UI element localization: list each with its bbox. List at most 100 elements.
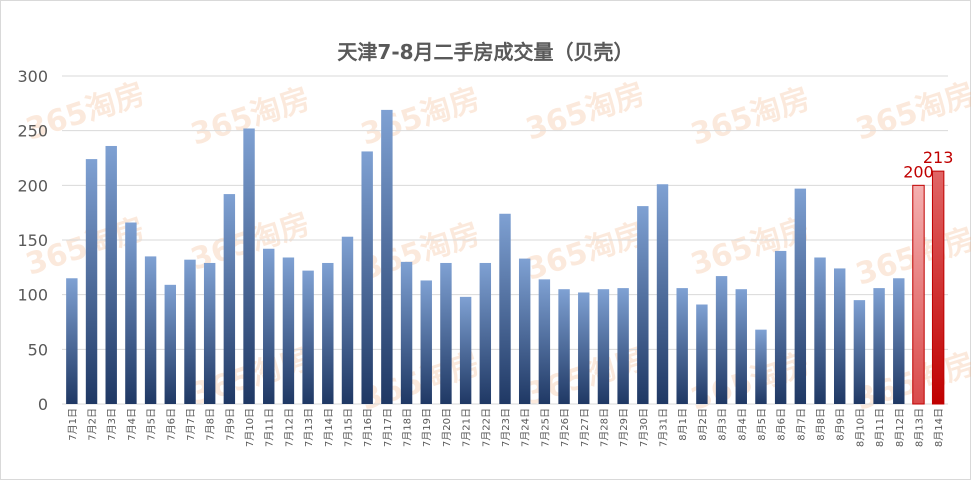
bar <box>696 304 708 404</box>
chart-title: 天津7-8月二手房成交量（贝壳） <box>337 40 634 64</box>
bar <box>263 248 275 404</box>
watermark-layer: 365淘房 365淘房 365淘房 365淘房 365淘房 365淘房 365淘房 365淘房… <box>22 76 971 417</box>
x-tick-label: 7月3日 <box>106 408 118 441</box>
y-tick-label: 200 <box>17 176 48 195</box>
bar <box>893 278 905 404</box>
x-tick-label: 7月30日 <box>638 408 650 447</box>
y-tick-label: 250 <box>17 122 48 141</box>
bar <box>381 109 393 404</box>
bar <box>814 257 826 404</box>
x-tick-label: 8月2日 <box>697 408 709 441</box>
data-label: 200 <box>903 162 934 181</box>
bar <box>203 262 216 404</box>
x-tick-label: 7月26日 <box>559 408 571 447</box>
bar <box>637 206 649 404</box>
x-tick-label: 8月5日 <box>756 408 768 441</box>
x-tick-label: 7月7日 <box>185 408 197 441</box>
bar <box>676 288 688 404</box>
x-axis: 7月1日 7月2日 7月3日 7月4日 7月5日 7月6日 7月7日 7月8日 7月9日 7月10… <box>67 408 945 447</box>
bar <box>440 262 452 404</box>
bar <box>499 213 511 404</box>
bar <box>715 276 728 404</box>
bar <box>85 159 98 404</box>
x-tick-label: 7月9日 <box>224 408 236 441</box>
x-tick-label: 7月15日 <box>342 408 354 447</box>
x-tick-label: 8月13日 <box>913 408 925 447</box>
bar <box>400 261 413 404</box>
x-tick-label: 7月29日 <box>618 408 630 447</box>
bar <box>656 184 669 404</box>
x-tick-label: 7月17日 <box>382 408 394 447</box>
x-tick-label: 7月20日 <box>441 408 453 447</box>
x-tick-label: 8月3日 <box>717 408 729 441</box>
bar <box>912 184 925 405</box>
x-tick-label: 8月9日 <box>835 408 847 441</box>
x-tick-label: 7月28日 <box>598 408 610 447</box>
x-tick-label: 8月7日 <box>795 408 807 441</box>
bar <box>105 145 117 404</box>
bar <box>931 170 945 405</box>
x-tick-label: 7月18日 <box>402 408 414 447</box>
x-tick-label: 7月12日 <box>283 408 295 447</box>
x-tick-label: 7月2日 <box>87 408 99 441</box>
watermark: 365淘房 <box>522 216 649 287</box>
x-tick-label: 8月6日 <box>776 408 788 441</box>
x-tick-label: 7月5日 <box>146 408 158 441</box>
bar <box>302 270 314 404</box>
bar <box>558 289 570 404</box>
x-tick-label: 7月16日 <box>362 408 374 447</box>
x-tick-label: 7月11日 <box>264 408 276 447</box>
bar <box>223 194 236 404</box>
bar <box>597 289 610 404</box>
bar <box>459 296 472 404</box>
bar <box>66 278 78 404</box>
x-tick-label: 7月21日 <box>461 408 473 447</box>
y-tick-label: 300 <box>17 67 48 86</box>
watermark: 365淘房 <box>357 216 484 287</box>
bar <box>479 262 492 404</box>
bar <box>538 279 551 404</box>
x-tick-label: 7月14日 <box>323 408 335 447</box>
x-tick-label: 7月8日 <box>205 408 217 441</box>
watermark: 365淘房 <box>852 221 971 292</box>
x-tick-label: 8月14日 <box>933 408 945 447</box>
watermark: 365淘房 <box>852 76 971 147</box>
bar <box>420 280 432 404</box>
x-tick-label: 7月22日 <box>480 408 492 447</box>
x-tick-label: 7月4日 <box>126 408 138 441</box>
bar <box>735 289 747 404</box>
bar <box>853 300 866 404</box>
x-tick-label: 7月23日 <box>500 408 512 447</box>
x-tick-label: 7月13日 <box>303 408 315 447</box>
watermark: 365淘房 <box>687 81 814 152</box>
bar <box>144 256 157 404</box>
bar <box>774 250 787 404</box>
bar <box>617 288 629 404</box>
y-tick-label: 50 <box>28 340 48 359</box>
x-tick-label: 7月10日 <box>244 408 256 447</box>
y-axis: 0 50 100 150 200 250 300 <box>17 67 48 414</box>
watermark: 365淘房 <box>522 76 649 147</box>
x-tick-label: 8月11日 <box>874 408 886 447</box>
bar <box>794 188 807 404</box>
y-tick-label: 0 <box>38 395 48 414</box>
x-tick-label: 8月12日 <box>894 408 906 447</box>
y-tick-label: 100 <box>17 286 48 305</box>
bar <box>322 262 334 404</box>
watermark: 365淘房 <box>852 346 971 417</box>
bar <box>282 257 295 404</box>
bar <box>184 259 196 404</box>
x-tick-label: 7月27日 <box>579 408 591 447</box>
x-tick-label: 8月4日 <box>736 408 748 441</box>
watermark: 365淘房 <box>357 81 484 152</box>
bar <box>341 236 354 404</box>
bar <box>243 128 255 405</box>
bar <box>518 258 531 404</box>
x-tick-label: 7月6日 <box>165 408 177 441</box>
x-tick-label: 8月8日 <box>815 408 827 441</box>
bars <box>66 109 945 405</box>
y-tick-label: 150 <box>17 231 48 250</box>
x-tick-label: 7月19日 <box>421 408 433 447</box>
bar <box>834 268 846 404</box>
